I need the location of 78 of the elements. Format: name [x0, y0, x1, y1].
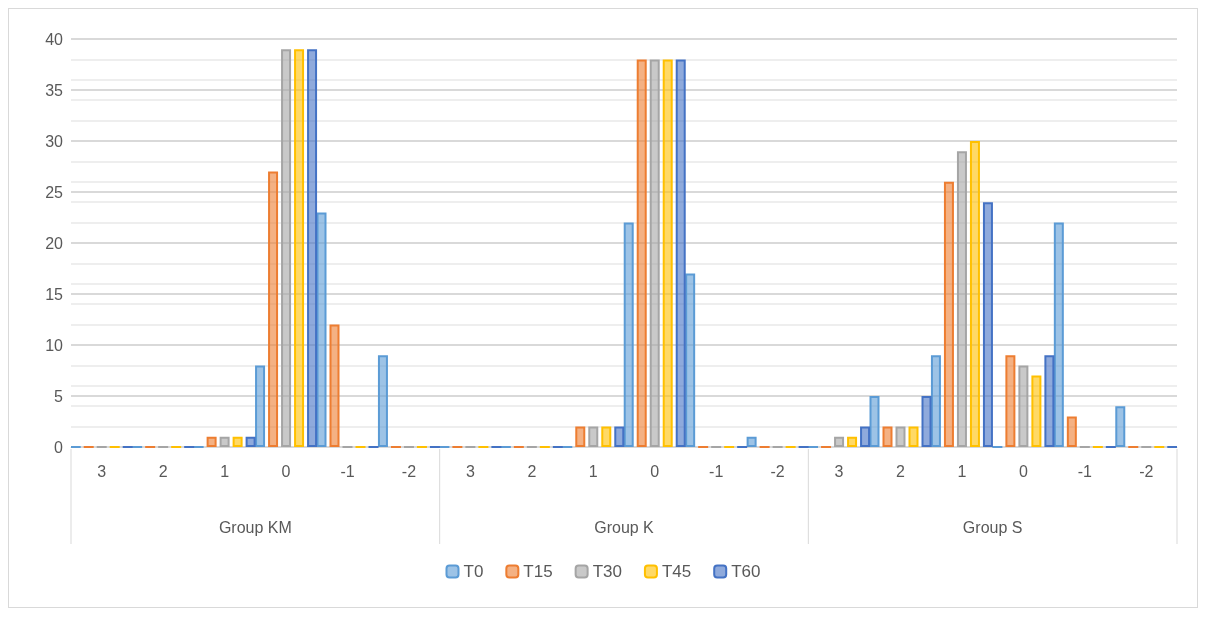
bar [636, 59, 647, 447]
legend-label: T30 [592, 562, 622, 581]
bar [895, 426, 906, 447]
bar [588, 426, 599, 447]
x-tick-label: 3 [834, 462, 844, 480]
x-tick-label: 0 [1018, 462, 1028, 480]
x-tick-label: 3 [465, 462, 475, 480]
x-tick-label: 0 [281, 462, 291, 480]
x-tick-label: -2 [770, 462, 785, 480]
bar [281, 49, 292, 447]
bar [377, 355, 388, 447]
bar [860, 426, 871, 447]
y-tick-label: 25 [45, 183, 64, 201]
bar [1115, 406, 1126, 447]
bar [882, 426, 893, 447]
bar [245, 436, 256, 447]
text: Group K [594, 518, 655, 536]
bar [614, 426, 625, 447]
bar [255, 365, 266, 447]
bar [1053, 222, 1064, 447]
bar [307, 49, 318, 447]
bar [908, 426, 919, 447]
y-tick-label: 0 [54, 438, 64, 456]
bar [1018, 365, 1029, 447]
text: Group S [962, 518, 1023, 536]
bar [1044, 355, 1055, 447]
x-tick-label: 0 [650, 462, 660, 480]
x-tick-label: -1 [709, 462, 724, 480]
bar [268, 171, 279, 447]
x-tick-label: 3 [97, 462, 107, 480]
bar [575, 426, 586, 447]
bar [1005, 355, 1016, 447]
y-tick-label: 10 [45, 336, 64, 354]
legend-label: T0 [463, 562, 484, 581]
bar [943, 181, 954, 447]
bar [834, 436, 845, 447]
legend-label: T45 [661, 562, 692, 581]
bar [294, 49, 305, 447]
x-tick-label: 2 [527, 462, 537, 480]
y-tick-label: 30 [45, 132, 64, 150]
x-tick-label: 2 [896, 462, 906, 480]
y-tick-label: 5 [54, 387, 64, 405]
text: Group KM [218, 518, 292, 536]
bar [982, 202, 993, 447]
bar [232, 436, 243, 447]
bar [746, 436, 757, 447]
x-tick-label: -2 [1139, 462, 1154, 480]
bar [601, 426, 612, 447]
bar [329, 324, 340, 447]
x-tick-label: -2 [401, 462, 417, 480]
x-tick-label: -1 [1077, 462, 1093, 480]
x-tick-label: 1 [957, 462, 967, 480]
x-tick-label: 1 [588, 462, 598, 480]
x-tick-label: 1 [220, 462, 230, 480]
bar [685, 273, 696, 447]
bar [921, 396, 932, 447]
bar [649, 59, 660, 447]
bar [662, 59, 673, 447]
bar [206, 436, 217, 447]
bar [869, 396, 880, 447]
bar [219, 436, 230, 447]
bar [1031, 375, 1042, 447]
y-tick-label: 20 [45, 234, 64, 252]
x-tick-label: -1 [340, 462, 355, 480]
y-tick-label: 40 [45, 30, 64, 48]
bar [623, 222, 634, 447]
bar [930, 355, 941, 447]
bar [847, 436, 858, 447]
bar [1066, 416, 1077, 447]
legend-label: T15 [523, 562, 553, 581]
bar [316, 212, 327, 447]
y-tick-label: 35 [45, 81, 64, 99]
bar [956, 151, 967, 447]
legend-label: T60 [731, 562, 761, 581]
y-tick-label: 15 [45, 285, 64, 303]
bar [969, 141, 980, 447]
x-tick-label: 2 [158, 462, 168, 480]
bar [675, 59, 686, 447]
